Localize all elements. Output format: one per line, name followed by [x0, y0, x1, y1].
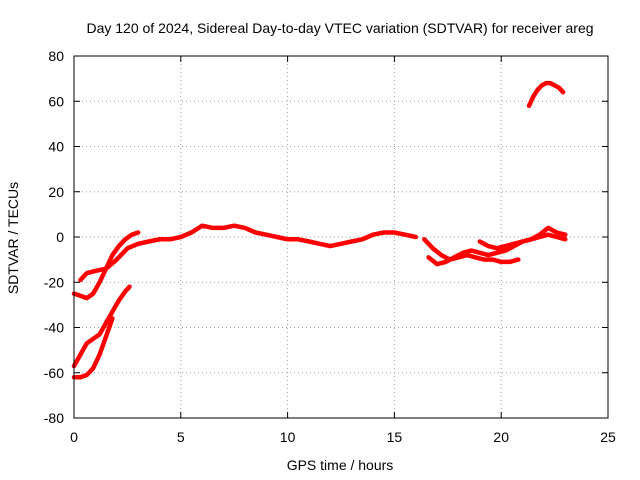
x-axis-label: GPS time / hours: [287, 457, 394, 473]
x-tick-label: 10: [280, 429, 296, 445]
series-track-d: [71, 316, 115, 380]
series-layer: [71, 80, 568, 380]
series-track-f: [426, 232, 568, 267]
y-tick-label: 20: [48, 184, 64, 200]
x-tick-label: 20: [493, 429, 509, 445]
chart-title: Day 120 of 2024, Sidereal Day-to-day VTE…: [86, 20, 593, 36]
x-tick-label: 25: [600, 429, 616, 445]
series-track-h: [526, 80, 566, 109]
series-track-c: [71, 284, 132, 369]
series-track-g: [477, 225, 568, 251]
y-tick-label: 60: [48, 93, 64, 109]
y-tick-label: -40: [44, 320, 64, 336]
x-tick-label: 15: [387, 429, 403, 445]
series-track-e: [422, 237, 521, 265]
y-tick-label: -80: [44, 410, 64, 426]
y-axis-label: SDTVAR / TECUs: [5, 182, 21, 294]
ticks: 0 5 10 15 20 25 -80 -60 -40 -20 0 20 40 60 80: [44, 48, 616, 445]
x-tick-label: 0: [70, 429, 78, 445]
series-track-b: [78, 223, 419, 283]
y-tick-label: 0: [56, 229, 64, 245]
y-tick-label: 80: [48, 48, 64, 64]
x-tick-label: 5: [177, 429, 185, 445]
y-tick-label: -20: [44, 274, 64, 290]
y-tick-label: 40: [48, 139, 64, 155]
y-tick-label: -60: [44, 365, 64, 381]
grid: [74, 56, 608, 418]
